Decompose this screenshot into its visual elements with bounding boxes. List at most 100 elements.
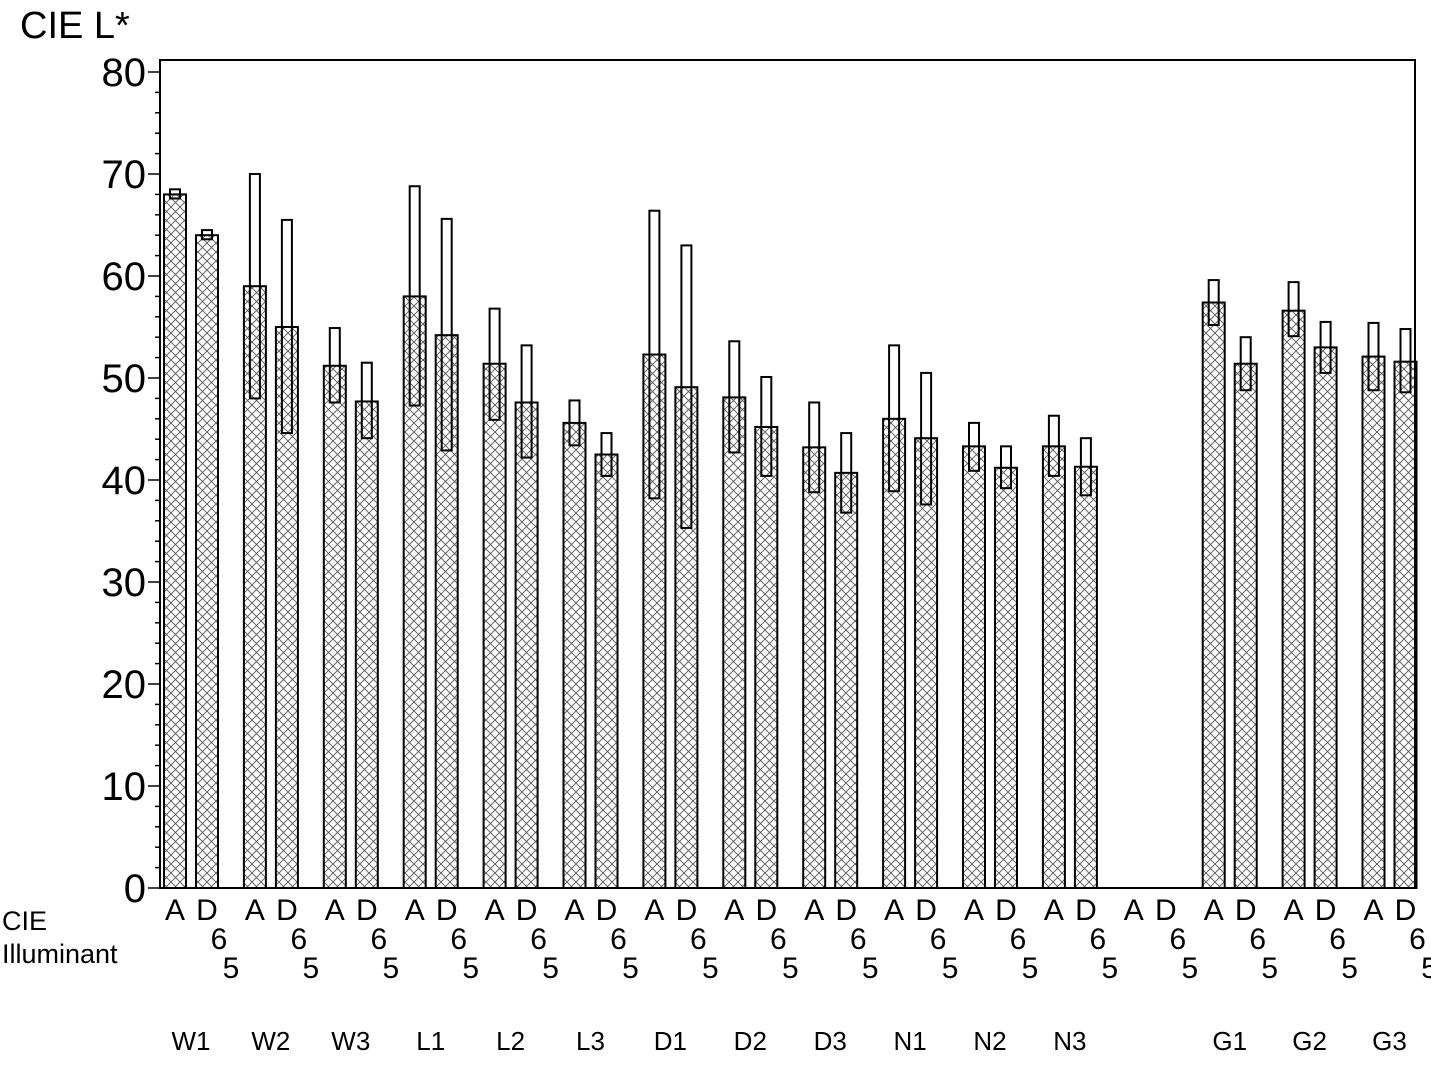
illuminant-label: A xyxy=(325,894,345,927)
error-box-d65 xyxy=(1319,320,1332,374)
error-box-a xyxy=(248,173,261,400)
illuminant-label: D xyxy=(1395,894,1417,927)
illuminant-label: A xyxy=(1124,894,1144,927)
bar-d65 xyxy=(195,234,219,889)
bar-d65 xyxy=(674,386,699,889)
illuminant-label: D xyxy=(915,894,937,927)
group-label: G3 xyxy=(1372,1026,1407,1056)
illuminant-label: A xyxy=(804,894,824,927)
illuminant-label: 6 xyxy=(530,923,547,956)
y-axis-title: CIE L* xyxy=(20,5,130,47)
group-label: G1 xyxy=(1212,1026,1247,1056)
illuminant-label: D xyxy=(596,894,618,927)
bar-d65 xyxy=(914,437,939,889)
illuminant-label: 5 xyxy=(702,952,719,985)
illuminant-label: D xyxy=(1235,894,1257,927)
error-box-a xyxy=(328,327,341,404)
error-box-d65 xyxy=(840,432,853,514)
illuminant-label: D xyxy=(676,894,698,927)
illuminant-label: A xyxy=(165,894,185,927)
illuminant-label: A xyxy=(1204,894,1224,927)
illuminant-label: 5 xyxy=(1261,952,1278,985)
illuminant-label: D xyxy=(755,894,777,927)
group-label: N1 xyxy=(893,1026,926,1056)
bar-d65 xyxy=(594,453,619,889)
illuminant-label: 6 xyxy=(610,923,627,956)
illuminant-label: A xyxy=(1363,894,1383,927)
bar-d65 xyxy=(274,326,299,889)
bar-a xyxy=(962,445,986,889)
error-box-d65 xyxy=(1399,328,1412,394)
bar-d65 xyxy=(1073,465,1098,889)
error-box-d65 xyxy=(760,375,773,477)
group-label: D3 xyxy=(814,1026,847,1056)
group-label: N2 xyxy=(973,1026,1006,1056)
bar-a xyxy=(402,295,427,889)
bar-d65 xyxy=(514,401,539,889)
error-box-a xyxy=(488,307,501,421)
illuminant-label: D xyxy=(436,894,458,927)
error-box-a xyxy=(648,209,661,500)
illuminant-label: 5 xyxy=(1421,952,1431,985)
illuminant-label: D xyxy=(196,894,218,927)
illuminant-label: D xyxy=(356,894,378,927)
group-label: L3 xyxy=(576,1026,605,1056)
y-tick-label: 70 xyxy=(102,153,147,197)
error-box-a xyxy=(568,399,581,447)
bar-d65 xyxy=(834,471,859,889)
illuminant-label: D xyxy=(835,894,857,927)
error-box-d65 xyxy=(280,218,293,435)
bar-a xyxy=(163,193,187,889)
error-box-d65 xyxy=(360,361,373,440)
illuminant-label: D xyxy=(276,894,298,927)
group-label: L2 xyxy=(496,1026,525,1056)
bar-a xyxy=(482,362,507,890)
bar-series xyxy=(163,193,1418,890)
illuminant-label: 5 xyxy=(303,952,320,985)
bar-a xyxy=(562,421,587,889)
error-box-d65 xyxy=(201,229,213,241)
illuminant-label: A xyxy=(724,894,744,927)
error-box-a xyxy=(1207,279,1220,326)
bar-d65 xyxy=(1233,362,1258,890)
error-box-d65 xyxy=(600,432,613,477)
illuminant-label: 6 xyxy=(1249,923,1266,956)
error-box-d65 xyxy=(920,371,933,506)
illuminant-label: 5 xyxy=(1102,952,1119,985)
group-label: N3 xyxy=(1053,1026,1086,1056)
bar-a xyxy=(1201,301,1226,889)
group-label: G2 xyxy=(1292,1026,1327,1056)
bar-a xyxy=(242,285,267,889)
illuminant-label: 6 xyxy=(1010,923,1027,956)
error-box-a xyxy=(1047,414,1060,477)
y-tick-label: 40 xyxy=(102,459,147,503)
error-box-d65 xyxy=(1239,336,1252,392)
illuminant-label: 6 xyxy=(1329,923,1346,956)
illuminant-label: D xyxy=(1075,894,1097,927)
illuminant-label: 6 xyxy=(1169,923,1186,956)
illuminant-label: A xyxy=(405,894,425,927)
illuminant-label: A xyxy=(1284,894,1304,927)
y-tick-label: 30 xyxy=(102,561,147,605)
illuminant-label: 5 xyxy=(1181,952,1198,985)
x-axis-title-line2: Illuminant xyxy=(2,939,118,969)
illuminant-label: A xyxy=(245,894,265,927)
bar-d65 xyxy=(1313,346,1338,889)
plot-frame xyxy=(159,59,1416,889)
illuminant-label: 5 xyxy=(1341,952,1358,985)
error-box-a xyxy=(1287,281,1300,338)
y-tick-label: 60 xyxy=(102,255,147,299)
illuminant-label: 5 xyxy=(382,952,399,985)
y-tick-label: 80 xyxy=(102,51,147,95)
illuminant-label: A xyxy=(964,894,984,927)
illuminant-label: 5 xyxy=(542,952,559,985)
illuminant-label: 6 xyxy=(770,923,787,956)
illuminant-label: 6 xyxy=(450,923,467,956)
bar-d65 xyxy=(754,425,779,889)
illuminant-label: 6 xyxy=(1409,923,1426,956)
y-tick-label: 50 xyxy=(102,357,147,401)
illuminant-label: D xyxy=(516,894,538,927)
y-tick-label: 0 xyxy=(124,867,146,911)
bar-a xyxy=(882,417,907,889)
